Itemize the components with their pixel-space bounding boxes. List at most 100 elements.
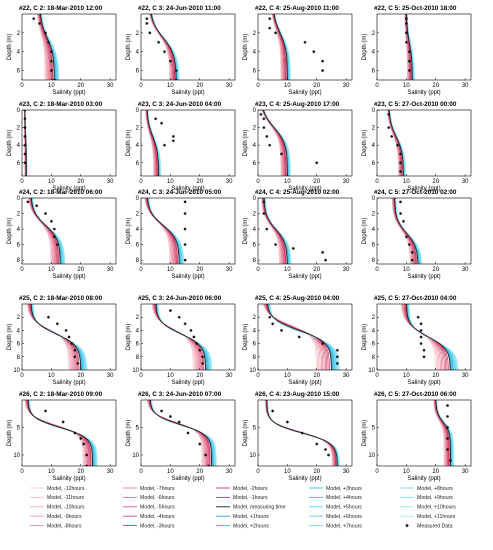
measured-mark-d2 xyxy=(399,161,402,165)
x-tick-label: 30 xyxy=(226,179,233,185)
measured-mark-d2 xyxy=(73,355,77,359)
model-line-before xyxy=(29,304,79,370)
panel-title: #23, C 3: 24-Jun-2010 04:00 xyxy=(138,101,222,108)
measured-mark-d2 xyxy=(23,143,27,147)
model-lines xyxy=(144,198,187,264)
measured-point xyxy=(189,329,193,332)
measured-mark-d2 xyxy=(268,17,271,20)
measured-mark-d2 xyxy=(186,431,190,435)
model-lines xyxy=(387,110,407,176)
y-axis-label: Depth (m) xyxy=(243,34,249,61)
model-line-before xyxy=(154,304,204,370)
measured-mark-d2 xyxy=(259,113,263,116)
measured-mark-d2 xyxy=(23,126,27,129)
panel-title: #22, C 3: 24-Jun-2010 11:00 xyxy=(138,5,221,12)
measured-mark-d2 xyxy=(274,31,277,35)
measured-mark-d2 xyxy=(47,315,50,319)
measured-mark-d2 xyxy=(50,220,53,223)
model-line-before xyxy=(265,304,328,370)
x-tick-label: 20 xyxy=(196,267,203,273)
model-line-after xyxy=(406,304,453,370)
model-line-before xyxy=(265,304,326,370)
measured-point xyxy=(274,31,278,35)
x-axis-label: Salinity (ppt) xyxy=(407,90,440,96)
model-line-before xyxy=(147,400,204,466)
measured-mark-d2 xyxy=(268,143,271,147)
x-tick-label: 30 xyxy=(107,469,114,475)
legend-label: Model, -11hours xyxy=(47,495,85,501)
measured-mark-d2 xyxy=(38,22,41,25)
measured-point xyxy=(265,135,269,138)
x-tick-label: 0 xyxy=(139,267,143,273)
measured-mark-d2 xyxy=(44,212,47,215)
y-tick-label: 10 xyxy=(368,368,375,374)
measured-point xyxy=(47,40,50,44)
measured-mark-d2 xyxy=(399,152,402,156)
x-tick-label: 0 xyxy=(256,469,260,475)
measured-point xyxy=(410,258,414,262)
y-tick-label: 4 xyxy=(17,227,21,233)
measured-mark-d2 xyxy=(192,335,196,339)
legend-label: Model, +6hours xyxy=(326,514,362,520)
y-tick-label: 4 xyxy=(136,328,140,334)
y-tick-label: 2 xyxy=(253,126,257,132)
x-tick-label: 0 xyxy=(139,469,143,475)
salinity-panel: #26, C 5: 27-Oct-2010 06:000 10 20 30510Sal… xyxy=(362,391,472,482)
measured-point xyxy=(446,404,449,407)
measured-point xyxy=(324,448,327,451)
panel-title: #24, C 4: 25-Aug-2010 02:00 xyxy=(255,189,340,196)
x-tick-label: 0 xyxy=(139,83,143,89)
x-tick-label: 20 xyxy=(313,179,320,185)
measured-mark-d2 xyxy=(44,31,47,35)
legend-item: Model, -3hours xyxy=(123,523,175,529)
salinity-panel: #23, C 2: 18-Mar-2010 03:000 10 20 300246Sa… xyxy=(7,101,117,192)
model-line-after xyxy=(408,304,457,370)
x-tick-label: 10 xyxy=(167,267,174,273)
measured-point xyxy=(399,170,402,173)
measured-mark-d2 xyxy=(172,139,175,143)
measured-point xyxy=(387,113,391,116)
measured-point xyxy=(154,117,158,121)
measured-mark-d2 xyxy=(321,342,324,345)
measured-mark-d2 xyxy=(175,69,178,72)
model-lines xyxy=(145,14,180,80)
y-axis-label: Depth (m) xyxy=(243,324,249,351)
measured-mark-d2 xyxy=(321,59,324,63)
salinity-panel: #24, C 2: 18-Mar-2010 06:000 10 20 3002468S… xyxy=(7,189,117,280)
model-line-measuring-time xyxy=(273,14,288,80)
y-tick-label: 2 xyxy=(17,126,21,132)
axes-box xyxy=(21,13,117,81)
measured-mark-d2 xyxy=(268,315,271,319)
x-tick-label: 0 xyxy=(256,83,260,89)
model-line-before xyxy=(28,304,75,370)
x-tick-label: 10 xyxy=(284,83,291,89)
model-line-after xyxy=(389,110,407,176)
x-tick-label: 10 xyxy=(403,267,410,273)
x-tick-label: 0 xyxy=(20,267,24,273)
measured-point xyxy=(446,426,449,429)
measured-point xyxy=(335,348,339,352)
measured-point xyxy=(280,329,283,332)
measured-mark-d2 xyxy=(23,117,27,121)
measured-point xyxy=(148,31,152,35)
panel-title: #24, C 2: 18-Mar-2010 06:00 xyxy=(19,189,103,196)
model-lines xyxy=(32,14,60,80)
y-axis-label: Depth (m) xyxy=(243,218,249,245)
model-line-after xyxy=(269,304,340,370)
y-tick-label: 0 xyxy=(136,108,140,114)
y-axis-label: Depth (m) xyxy=(126,324,132,351)
x-tick-label: 30 xyxy=(343,83,350,89)
panel-title: #26, C 2: 18-Mar-2010 09:00 xyxy=(19,391,103,398)
model-lines xyxy=(261,198,327,264)
measured-point xyxy=(35,204,39,208)
y-tick-label: 5 xyxy=(17,426,21,432)
measured-point xyxy=(419,342,423,345)
measured-point xyxy=(312,50,316,54)
measured-mark-d2 xyxy=(50,69,53,72)
measured-mark-d2 xyxy=(82,442,85,446)
measured-mark-d2 xyxy=(154,117,157,121)
x-tick-label: 10 xyxy=(284,267,291,273)
y-tick-label: 6 xyxy=(372,342,376,348)
y-tick-label: 2 xyxy=(372,126,376,132)
